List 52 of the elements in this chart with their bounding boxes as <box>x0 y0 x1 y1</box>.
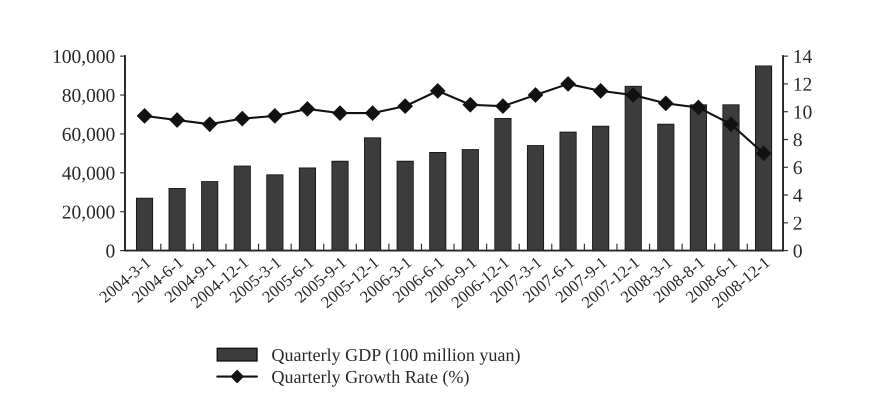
y2-tick-label: 10 <box>794 106 812 119</box>
y2-tick-label: 12 <box>794 78 812 91</box>
bar <box>234 166 251 251</box>
bar <box>266 174 284 251</box>
point <box>332 106 348 121</box>
point <box>658 96 674 111</box>
bar <box>331 160 349 251</box>
y-tick-label: 100,000 <box>54 50 115 66</box>
point <box>234 111 250 126</box>
bar <box>136 198 154 251</box>
y2-tick-label: 14 <box>794 50 812 63</box>
point <box>267 108 282 124</box>
point <box>170 112 185 128</box>
point <box>365 106 380 121</box>
point <box>136 108 152 124</box>
point <box>593 83 608 98</box>
point <box>430 83 446 98</box>
y2-tick-label: 6 <box>794 161 802 174</box>
point <box>560 76 576 92</box>
y2-tick-label: 2 <box>794 216 802 230</box>
point <box>202 116 218 132</box>
point <box>528 87 544 103</box>
bar <box>657 124 674 251</box>
bar <box>364 137 382 251</box>
point <box>690 100 706 116</box>
bar <box>168 188 186 251</box>
y-tick-label: 40,000 <box>62 166 115 183</box>
bar <box>462 149 479 251</box>
bar <box>526 145 544 251</box>
bar <box>494 118 512 251</box>
y-tick-label: 60,000 <box>62 128 115 144</box>
y-tick-label: 20,000 <box>62 206 115 222</box>
bar <box>201 181 218 251</box>
point <box>462 97 478 112</box>
y-tick-label: 80,000 <box>62 88 115 105</box>
legend-label: Quarterly GDP (100 million yuan) <box>272 348 520 365</box>
y-tick-label: 0 <box>106 244 115 258</box>
legend-label: Quarterly Growth Rate (%) <box>272 370 469 387</box>
y2-tick-label: 8 <box>794 133 802 146</box>
point <box>626 87 641 103</box>
point <box>495 98 510 114</box>
point <box>723 116 739 132</box>
y2-tick-label: 4 <box>793 189 802 202</box>
point <box>398 98 413 114</box>
bar <box>560 132 577 251</box>
y2-tick-label: 0 <box>794 244 802 258</box>
bar <box>396 160 414 251</box>
bar <box>592 126 610 251</box>
bar <box>298 168 316 251</box>
point <box>756 146 772 161</box>
bar <box>429 152 446 251</box>
point <box>300 101 315 116</box>
